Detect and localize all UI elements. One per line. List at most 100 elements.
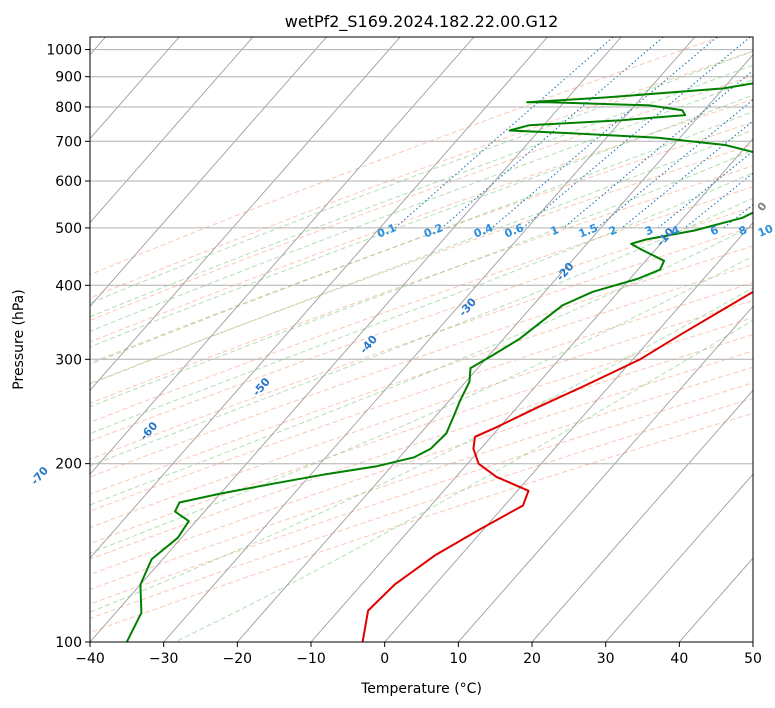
mixing-ratio-label: 0.2 bbox=[422, 221, 445, 240]
moist-adiabat bbox=[90, 129, 753, 385]
profile-series bbox=[125, 82, 753, 642]
dry-adiabat bbox=[90, 165, 753, 404]
isotherm-line bbox=[236, 53, 753, 642]
mixing-ratio-label: 8 bbox=[737, 223, 749, 238]
dry-adiabat bbox=[90, 50, 753, 299]
mixing-ratio-label: 0.4 bbox=[472, 221, 495, 240]
y-tick-label: 700 bbox=[55, 134, 82, 150]
x-tick-label: −30 bbox=[149, 651, 179, 667]
mixing-ratio-line bbox=[751, 226, 753, 229]
moist-adiabat bbox=[90, 79, 753, 332]
dry-adiabat bbox=[90, 382, 753, 605]
isotherm-line bbox=[90, 37, 401, 391]
mixing-ratio-label: 2 bbox=[607, 223, 619, 238]
moist-adiabat bbox=[90, 64, 753, 318]
x-tick-label: −40 bbox=[75, 651, 105, 667]
mixing-ratio-line bbox=[491, 37, 718, 229]
dry-adiabat bbox=[90, 282, 753, 512]
dry-adiabat bbox=[90, 75, 753, 321]
x-tick-label: 30 bbox=[597, 651, 615, 667]
y-axis-ticks: 100 200 300 400 500 600 700 800 900 1000 bbox=[46, 43, 90, 651]
chart-title: wetPf2_S169.2024.182.22.00.G12 bbox=[285, 12, 559, 32]
mixing-ratio-label: 10 bbox=[756, 222, 775, 240]
isotherm-label: -30 bbox=[456, 295, 479, 319]
y-tick-label: 900 bbox=[55, 70, 82, 86]
pressure-gridlines bbox=[90, 49, 753, 642]
isotherm-label: -70 bbox=[28, 464, 51, 488]
dry-adiabat bbox=[90, 206, 753, 442]
isotherm-label: -50 bbox=[250, 375, 273, 399]
mixing-ratio-line bbox=[723, 203, 753, 229]
isotherm-line bbox=[90, 37, 548, 559]
mixing-ratio-label: 0.1 bbox=[375, 221, 398, 240]
dry-adiabat bbox=[90, 121, 753, 364]
dry-adiabat bbox=[90, 186, 753, 423]
y-tick-label: 500 bbox=[55, 221, 82, 237]
isotherm-line bbox=[531, 389, 753, 642]
moist-adiabat bbox=[90, 287, 753, 613]
moist-adiabat bbox=[90, 172, 753, 435]
y-tick-label: 200 bbox=[55, 457, 82, 473]
isotherm-line bbox=[384, 221, 753, 642]
isotherm-label: -40 bbox=[357, 332, 380, 356]
moist-adiabat bbox=[90, 197, 753, 467]
y-tick-label: 100 bbox=[55, 635, 82, 651]
isotherm-line bbox=[90, 37, 622, 642]
dry-adiabat bbox=[90, 350, 753, 575]
x-axis-title: Temperature (°C) bbox=[360, 681, 482, 697]
isotherm-label-zero: 0 bbox=[755, 199, 770, 214]
x-tick-label: 40 bbox=[670, 651, 688, 667]
dry-adiabat bbox=[90, 37, 721, 276]
isotherm-line bbox=[678, 557, 753, 642]
isotherm-label: -20 bbox=[554, 260, 577, 284]
mixing-ratio-label: 0.6 bbox=[503, 221, 526, 240]
temperature-line bbox=[361, 290, 753, 642]
mixing-ratio-line bbox=[684, 172, 753, 229]
x-tick-label: 10 bbox=[449, 651, 467, 667]
isotherm-line bbox=[605, 473, 753, 642]
mixing-ratio-line bbox=[657, 150, 753, 229]
moist-adiabat bbox=[174, 319, 753, 642]
dry-adiabat bbox=[90, 333, 753, 560]
dry-adiabat bbox=[90, 317, 753, 545]
mixing-ratio-line bbox=[394, 37, 614, 229]
isotherm-line bbox=[457, 305, 753, 642]
x-tick-label: 50 bbox=[744, 651, 762, 667]
x-tick-label: −10 bbox=[296, 651, 326, 667]
line-labels: -100-90-80-70-60-50-40-30-20-10102030400… bbox=[28, 199, 775, 488]
dry-adiabat bbox=[90, 397, 753, 619]
dry-adiabat bbox=[90, 263, 753, 495]
x-tick-label: 20 bbox=[523, 651, 541, 667]
mixing-ratio-label: 1 bbox=[549, 223, 561, 238]
moist-adiabat bbox=[90, 149, 753, 408]
y-axis-title: Pressure (hPa) bbox=[11, 289, 27, 389]
y-tick-label: 300 bbox=[55, 352, 82, 368]
dry-adiabat bbox=[90, 299, 753, 529]
isotherm-line bbox=[90, 37, 327, 308]
y-tick-label: 1000 bbox=[46, 43, 82, 59]
moist-adiabat bbox=[90, 225, 753, 506]
dry-adiabat bbox=[90, 226, 753, 460]
isotherm-line bbox=[90, 37, 475, 475]
mixing-ratio-line bbox=[441, 37, 664, 229]
dry-adiabat bbox=[90, 366, 753, 590]
moist-adiabat bbox=[90, 50, 753, 304]
dry-adiabat bbox=[90, 143, 753, 384]
mixing-ratio-label: 6 bbox=[708, 223, 720, 238]
dewpoint-line bbox=[125, 82, 753, 642]
isotherm-line bbox=[752, 641, 753, 642]
dry-adiabat bbox=[90, 98, 753, 343]
x-tick-label: 0 bbox=[380, 651, 389, 667]
isotherm-line bbox=[310, 137, 753, 642]
y-tick-label: 600 bbox=[55, 174, 82, 190]
x-axis-ticks: −40 −30 −20 −10 0 10 20 30 40 50 bbox=[75, 642, 762, 667]
y-tick-label: 800 bbox=[55, 100, 82, 116]
isotherm-line bbox=[90, 37, 254, 224]
moist-adiabat bbox=[90, 255, 753, 554]
background-lines bbox=[90, 37, 753, 642]
y-tick-label: 400 bbox=[55, 278, 82, 294]
x-tick-label: −20 bbox=[223, 651, 253, 667]
moist-adiabat bbox=[90, 111, 753, 365]
isotherm-line bbox=[163, 37, 696, 642]
